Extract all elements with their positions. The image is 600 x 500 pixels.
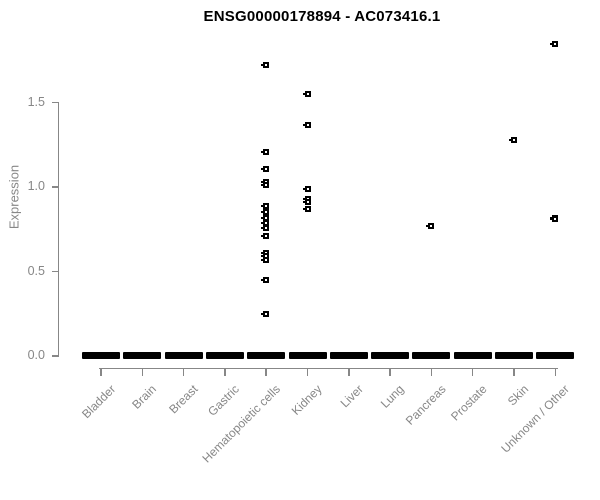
data-point (261, 214, 270, 221)
x-tick-mark (224, 368, 226, 376)
data-point (261, 256, 270, 263)
x-category-label: Kidney (288, 382, 325, 418)
zero-expression-cluster (536, 351, 575, 359)
data-point (302, 185, 311, 192)
zero-expression-cluster (371, 351, 410, 359)
y-tick-mark (51, 101, 58, 104)
x-category-label: Bladder (78, 382, 118, 422)
y-axis-line (57, 102, 59, 358)
y-axis-label: Expression (6, 164, 22, 230)
x-tick-mark (348, 368, 350, 376)
zero-expression-cluster (412, 351, 451, 359)
data-point (261, 233, 270, 240)
zero-expression-cluster (164, 351, 203, 359)
data-point (261, 224, 270, 231)
x-category-label: Hematopoietic cells (199, 382, 284, 466)
zero-expression-cluster (82, 351, 120, 359)
x-category-label: Liver (337, 382, 366, 411)
x-category-label: Brain (129, 382, 160, 412)
data-point (261, 202, 270, 209)
data-point (261, 276, 270, 283)
data-point (261, 179, 270, 186)
y-tick-label: 1.0 (27, 179, 45, 194)
data-point (261, 148, 270, 155)
zero-expression-cluster (288, 351, 327, 359)
x-tick-mark (100, 368, 102, 376)
data-point (261, 249, 270, 256)
x-tick-mark (389, 368, 391, 376)
data-point (302, 206, 311, 213)
x-category-label: Gastric (205, 382, 242, 419)
data-point (261, 62, 270, 69)
x-tick-mark (182, 368, 185, 376)
data-point (261, 253, 270, 260)
x-category-label: Lung (378, 382, 408, 411)
data-point (302, 121, 311, 128)
zero-expression-cluster (329, 351, 368, 359)
data-point (302, 199, 311, 206)
data-point (261, 209, 270, 216)
zero-expression-cluster (495, 351, 533, 359)
x-tick-mark (265, 368, 267, 376)
chart-title: ENSG00000178894 - AC073416.1 (203, 8, 441, 25)
data-point (550, 216, 559, 223)
data-point (509, 136, 517, 143)
data-point (302, 195, 311, 202)
data-point (261, 165, 270, 172)
zero-expression-cluster (247, 351, 286, 359)
x-tick-mark (141, 368, 144, 376)
zero-expression-cluster (123, 351, 162, 359)
x-category-label: Skin (504, 382, 531, 409)
x-tick-mark (471, 368, 474, 376)
y-tick-mark (51, 355, 58, 357)
x-category-label: Prostate (448, 382, 490, 424)
x-axis-line (99, 367, 558, 369)
data-point (426, 222, 435, 229)
y-tick-mark (51, 186, 58, 188)
x-category-label: Breast (166, 382, 201, 417)
y-tick-label: 1.5 (27, 94, 45, 109)
zero-expression-cluster (453, 351, 492, 359)
data-point (302, 91, 311, 98)
zero-expression-cluster (205, 351, 244, 359)
x-tick-mark (430, 368, 433, 376)
data-point (261, 182, 270, 189)
y-tick-label: 0.0 (27, 348, 45, 362)
y-tick-label: 0.5 (27, 263, 45, 278)
y-tick-mark (51, 270, 58, 273)
x-tick-mark (306, 368, 309, 376)
data-point (261, 219, 270, 226)
x-tick-mark (554, 368, 557, 376)
x-tick-mark (513, 368, 515, 376)
x-category-label: Pancreas (402, 382, 449, 428)
data-point (261, 310, 270, 317)
data-point (550, 40, 559, 47)
